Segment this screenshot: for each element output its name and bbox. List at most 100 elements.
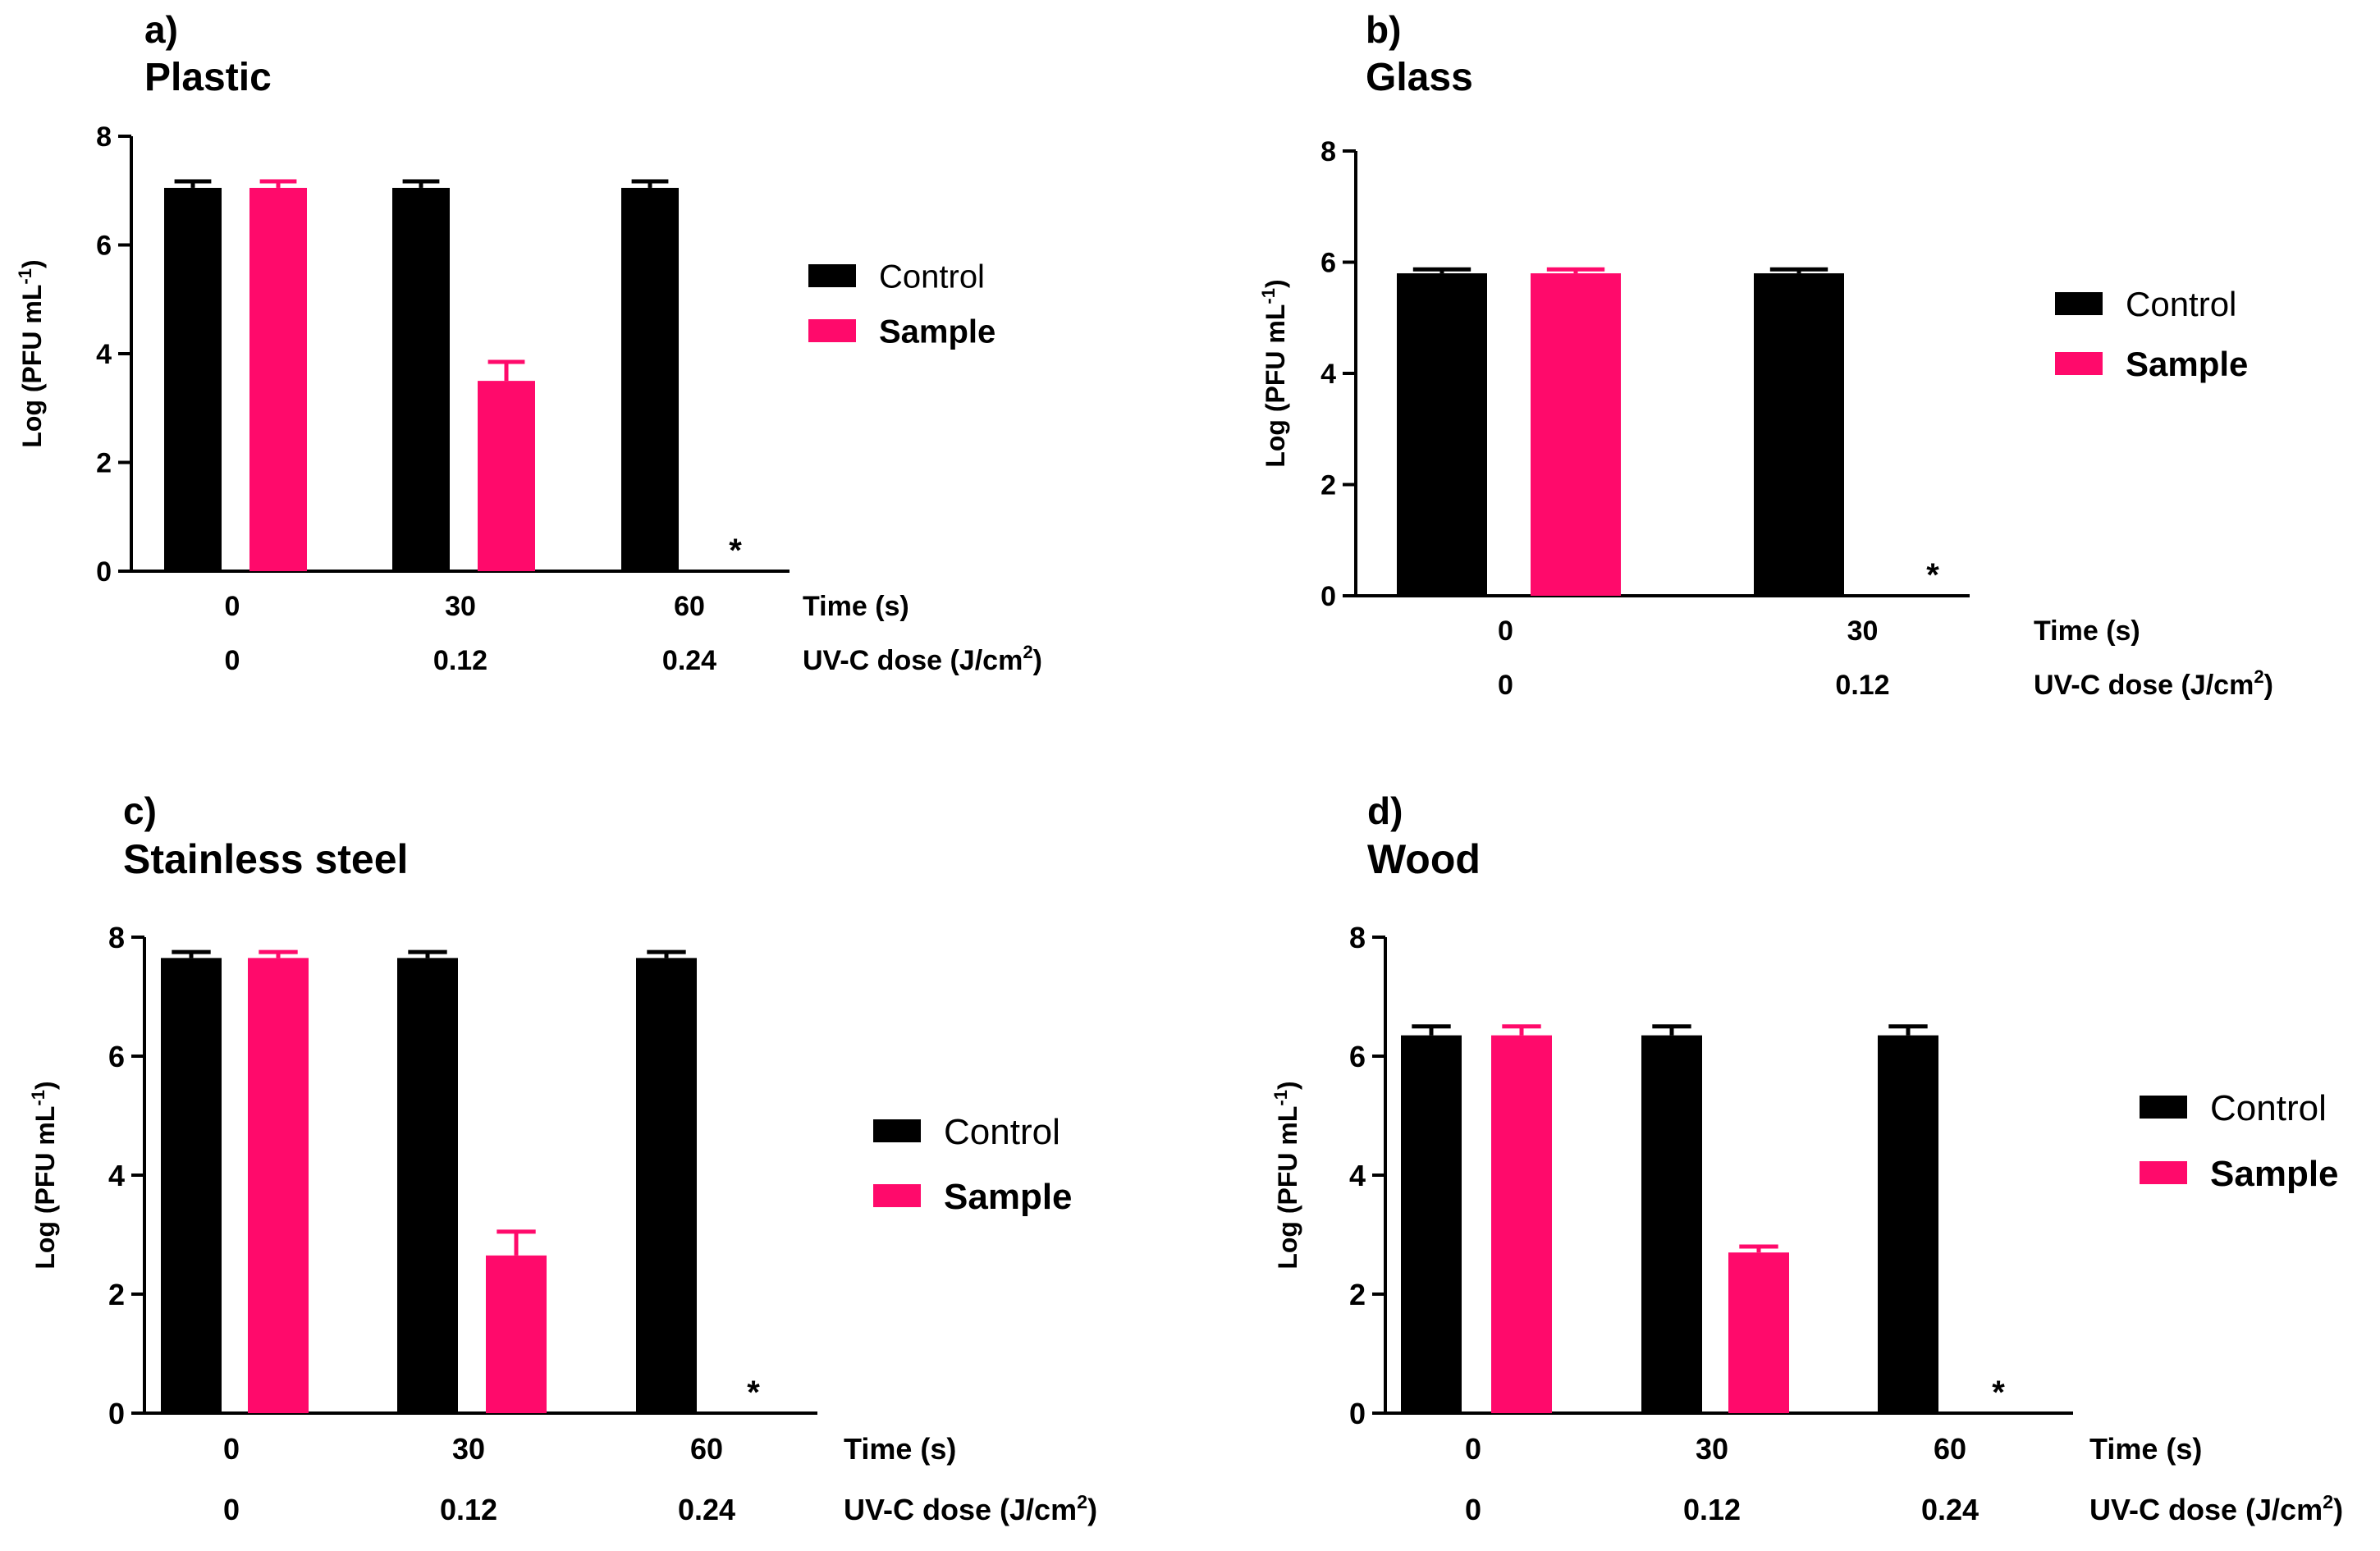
chart-panel-3: c)Stainless steel 0 2 4 6 8 Log (PFU mL-1) * 0 0 3…	[28, 789, 1097, 1526]
legend-label-sample: Sample	[944, 1177, 1073, 1217]
y-axis-label: Log (PFU mL-1)	[1258, 279, 1290, 467]
panel-letter: c)	[123, 789, 157, 832]
significance-annotation: *	[1992, 1375, 2005, 1411]
time-row-label: Time (s)	[844, 1432, 956, 1466]
panel-letter: d)	[1367, 789, 1403, 832]
chart-title: Wood	[1367, 836, 1481, 882]
chart-panel-4: d)Wood 0 2 4 6 8 Log (PFU mL-1) * 0 0 30 0.12 60 0.24…	[1270, 789, 2343, 1526]
legend: Control Sample	[873, 1112, 1073, 1217]
legend-swatch-control	[873, 1119, 921, 1142]
x-tick-label-time: 0	[1465, 1432, 1481, 1466]
x-tick-label-dose: 0	[225, 645, 240, 676]
y-tick-label: 4	[108, 1159, 125, 1192]
y-tick-label: 4	[1349, 1159, 1366, 1192]
time-row-label: Time (s)	[2034, 615, 2140, 647]
dose-row-label: UV-C dose (J/cm2)	[2089, 1491, 2343, 1526]
x-tick-label-dose: 0	[1465, 1493, 1481, 1526]
bar-sample	[486, 1255, 547, 1413]
y-tick-label: 2	[1320, 470, 1336, 501]
bar-sample	[1531, 273, 1621, 596]
bar-sample	[1728, 1252, 1789, 1413]
x-tick-label-dose: 0.12	[440, 1493, 497, 1526]
legend-swatch-control	[2055, 292, 2103, 315]
y-tick-label: 4	[96, 339, 112, 370]
y-tick-label: 0	[1349, 1397, 1366, 1430]
dose-row-label: UV-C dose (J/cm2)	[803, 642, 1042, 676]
y-tick-label: 8	[108, 921, 125, 954]
x-tick-label-dose: 0.12	[433, 645, 487, 676]
bar-sample	[249, 187, 307, 571]
legend-swatch-sample	[2055, 352, 2103, 375]
legend-label-sample: Sample	[2210, 1154, 2339, 1194]
x-tick-label-time: 30	[1847, 615, 1879, 647]
y-tick-label: 6	[108, 1040, 125, 1073]
chart-title: Plastic	[144, 56, 272, 99]
time-row-label: Time (s)	[2089, 1432, 2202, 1466]
y-axis-label: Log (PFU mL-1)	[28, 1081, 60, 1269]
y-tick-label: 8	[1320, 136, 1336, 167]
legend-swatch-control	[808, 264, 856, 287]
y-tick-label: 0	[1320, 581, 1336, 612]
time-row-label: Time (s)	[803, 591, 909, 622]
bar-control	[1401, 1035, 1462, 1413]
bar-control	[392, 187, 450, 571]
x-tick-label-time: 30	[1696, 1432, 1728, 1466]
x-tick-label-time: 30	[445, 591, 476, 622]
y-tick-label: 0	[108, 1397, 125, 1430]
bar-control	[1641, 1035, 1702, 1413]
significance-annotation: *	[747, 1375, 760, 1411]
legend-swatch-sample	[2140, 1161, 2187, 1184]
significance-annotation: *	[729, 533, 742, 569]
legend: Control Sample	[808, 258, 995, 350]
x-tick-label-time: 60	[690, 1432, 723, 1466]
chart-title: Stainless steel	[123, 836, 408, 882]
legend-label-sample: Sample	[2126, 345, 2248, 383]
bar-control	[636, 958, 697, 1413]
bar-control	[1397, 273, 1487, 596]
y-tick-label: 2	[108, 1278, 125, 1311]
bar-sample	[1491, 1035, 1552, 1413]
y-tick-label: 6	[1320, 248, 1336, 279]
y-tick-label: 2	[1349, 1278, 1366, 1311]
y-tick-label: 6	[1349, 1040, 1366, 1073]
panel-letter: b)	[1366, 8, 1401, 51]
legend-label-control: Control	[2210, 1088, 2327, 1128]
y-tick-label: 0	[96, 556, 112, 588]
x-tick-label-dose: 0.24	[662, 645, 716, 676]
chart-panel-1: a) Plastic 0 2 4 6 8 Log (PFU mL-1) * 0 0 30 0.12 60 0…	[15, 8, 1042, 676]
legend-label-control: Control	[879, 258, 985, 295]
bar-sample	[478, 381, 535, 571]
legend-swatch-control	[2140, 1096, 2187, 1119]
significance-annotation: *	[1926, 557, 1939, 593]
x-tick-label-time: 0	[1498, 615, 1513, 647]
legend-swatch-sample	[808, 319, 856, 342]
bar-control	[164, 187, 222, 571]
y-tick-label: 8	[1349, 921, 1366, 954]
x-tick-label-time: 30	[452, 1432, 485, 1466]
y-tick-label: 4	[1320, 359, 1336, 390]
legend-label-control: Control	[944, 1112, 1060, 1152]
x-tick-label-dose: 0	[223, 1493, 240, 1526]
x-tick-label-time: 60	[1934, 1432, 1966, 1466]
x-tick-label-time: 0	[223, 1432, 240, 1466]
x-tick-label-time: 0	[225, 591, 240, 622]
y-axis-label: Log (PFU mL-1)	[15, 259, 47, 447]
bar-control	[1878, 1035, 1938, 1413]
legend-swatch-sample	[873, 1184, 921, 1207]
legend: Control Sample	[2055, 285, 2248, 383]
y-tick-label: 2	[96, 448, 112, 479]
x-tick-label-dose: 0.24	[678, 1493, 735, 1526]
y-axis-label: Log (PFU mL-1)	[1270, 1081, 1302, 1269]
dose-row-label: UV-C dose (J/cm2)	[844, 1491, 1097, 1526]
chart-title: Glass	[1366, 56, 1473, 99]
x-tick-label-dose: 0.12	[1683, 1493, 1741, 1526]
legend-label-control: Control	[2126, 285, 2236, 323]
dose-row-label: UV-C dose (J/cm2)	[2034, 666, 2273, 701]
bar-control	[621, 187, 679, 571]
y-tick-label: 8	[96, 121, 112, 153]
x-tick-label-dose: 0	[1498, 670, 1513, 701]
legend: Control Sample	[2140, 1088, 2339, 1194]
chart-panel-2: b) Glass 0 2 4 6 8 Log (PFU mL-1) * 0 0 30 0.12 Time …	[1258, 8, 2273, 701]
bar-control	[1754, 273, 1844, 596]
